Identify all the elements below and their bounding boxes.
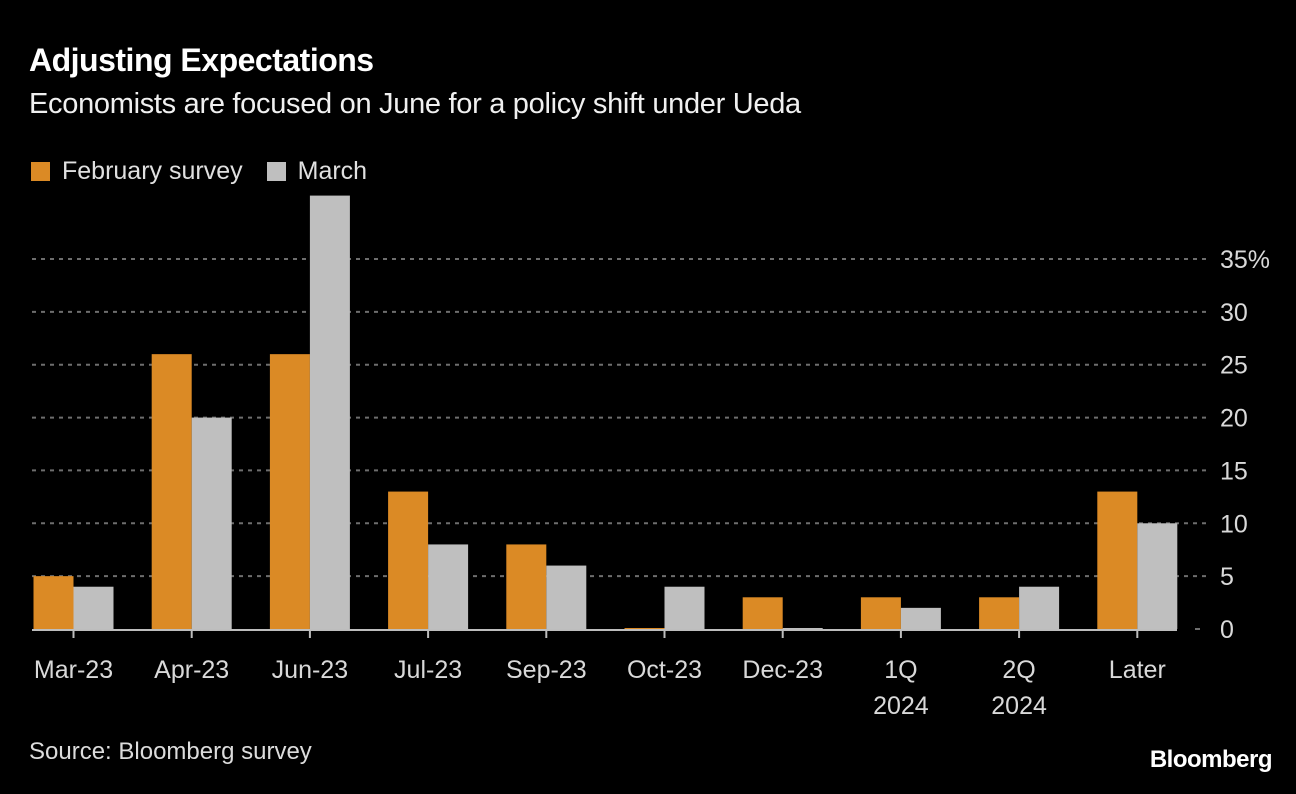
y-tick-label: 20	[1220, 405, 1248, 433]
y-tick-label: 35%	[1220, 246, 1270, 274]
x-tick-label: Jun-23	[272, 656, 348, 684]
x-tick-label: Jul-23	[394, 656, 462, 684]
chart-subtitle: Economists are focused on June for a pol…	[29, 88, 801, 120]
bar-february	[860, 597, 901, 629]
x-tick-label: 2024	[991, 692, 1047, 720]
legend-label-february: February survey	[62, 157, 243, 185]
y-tick-label: 30	[1220, 299, 1248, 327]
x-tick-label: Mar-23	[34, 656, 113, 684]
y-tick-label: 25	[1220, 352, 1248, 380]
legend-label-march: March	[297, 157, 368, 185]
bar-february	[33, 576, 74, 629]
bar-february	[388, 491, 429, 629]
x-tick-label: 2Q	[1002, 656, 1035, 684]
bar-march	[309, 195, 350, 630]
x-axis-labels: Mar-23 Apr-23 Jun-23 Jul-23 Sep-23 Oct-23 Dec-…	[34, 656, 1166, 720]
x-tick-label: Sep-23	[506, 656, 587, 684]
x-tick-label: 2024	[873, 692, 929, 720]
bar-february	[979, 597, 1020, 629]
bloomberg-logo: Bloomberg	[1149, 746, 1273, 773]
bar-march	[191, 417, 232, 629]
bar-february	[742, 597, 783, 629]
legend-item-february: February survey	[31, 157, 243, 186]
chart-title: Adjusting Expectations	[29, 42, 374, 78]
x-tick-label: Apr-23	[154, 656, 229, 684]
legend-swatch-march	[266, 162, 286, 181]
bars	[33, 195, 1178, 631]
x-tick-label: Later	[1109, 656, 1166, 684]
bar-march	[1137, 523, 1178, 629]
legend: February survey March	[31, 157, 391, 186]
x-tick-label: 1Q	[884, 656, 917, 684]
y-tick-label: 15	[1220, 457, 1248, 485]
source-note: Source: Bloomberg survey	[29, 738, 312, 765]
y-tick-label: 0	[1220, 616, 1234, 644]
bar-february	[506, 544, 547, 629]
x-axis	[32, 629, 1177, 638]
bar-march	[546, 565, 587, 629]
x-tick-label: Dec-23	[742, 656, 823, 684]
y-axis-labels: 0 5 10 15 20 25 30 35%	[1220, 246, 1270, 644]
bar-march	[664, 586, 705, 629]
bar-february	[269, 354, 310, 629]
bar-march	[73, 586, 114, 629]
bar-march	[428, 544, 469, 629]
legend-item-march: March	[266, 157, 368, 186]
y-tick-label: 10	[1220, 510, 1248, 538]
bar-march	[1019, 586, 1060, 629]
y-tick-label: 5	[1220, 563, 1234, 591]
bar-march	[900, 607, 941, 629]
bar-february	[1097, 491, 1138, 629]
x-tick-label: Oct-23	[627, 656, 702, 684]
gridlines	[32, 258, 1207, 630]
bar-february	[151, 354, 192, 629]
legend-swatch-february	[31, 162, 50, 181]
